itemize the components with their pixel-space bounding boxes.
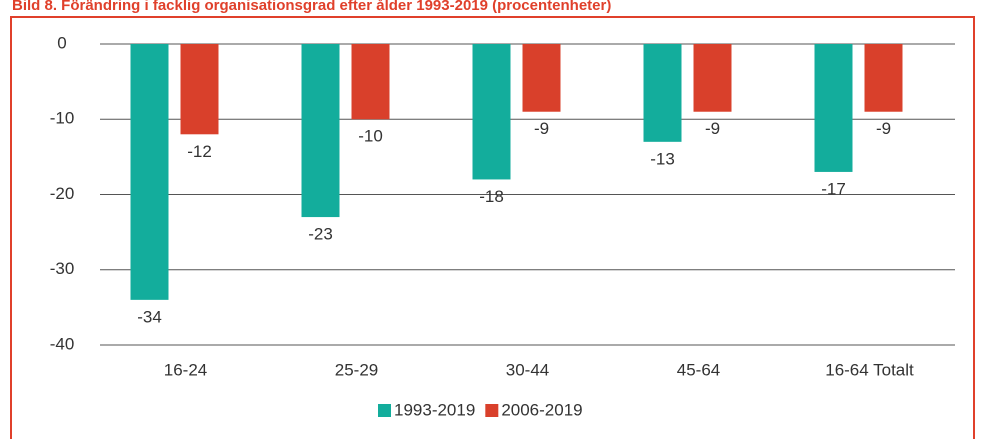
y-tick-label: 0	[57, 33, 66, 52]
bar	[351, 44, 390, 120]
value-label: -17	[821, 179, 846, 198]
x-tick-label: 45-64	[677, 360, 720, 379]
legend-swatch	[485, 404, 499, 417]
y-tick-label: -20	[50, 184, 75, 203]
bar	[180, 44, 219, 135]
bar	[864, 44, 903, 112]
value-label: -18	[479, 187, 504, 206]
legend-label: 1993-2019	[394, 400, 475, 419]
bar	[522, 44, 561, 112]
value-label: -9	[876, 119, 891, 138]
chart-title: Bild 8. Förändring i facklig organisatio…	[12, 0, 611, 14]
value-label: -23	[308, 225, 333, 244]
bar	[643, 44, 682, 142]
value-label: -10	[358, 127, 383, 146]
y-tick-label: -30	[50, 259, 75, 278]
legend-label: 2006-2019	[501, 400, 582, 419]
bar	[693, 44, 732, 112]
value-label: -12	[187, 142, 212, 161]
legend-swatch	[378, 404, 391, 417]
x-tick-label: 16-64 Totalt	[825, 360, 914, 379]
x-tick-label: 25-29	[335, 360, 378, 379]
y-tick-label: -40	[50, 334, 75, 353]
value-label: -34	[137, 307, 162, 326]
bar	[814, 44, 853, 172]
value-label: -9	[534, 119, 549, 138]
value-label: -9	[705, 119, 720, 138]
x-tick-label: 16-24	[164, 360, 207, 379]
chart-frame	[10, 16, 975, 439]
bar	[472, 44, 511, 180]
y-tick-label: -10	[50, 109, 75, 128]
value-label: -13	[650, 149, 675, 168]
x-tick-label: 30-44	[506, 360, 549, 379]
bar	[130, 44, 169, 300]
bar	[301, 44, 340, 218]
